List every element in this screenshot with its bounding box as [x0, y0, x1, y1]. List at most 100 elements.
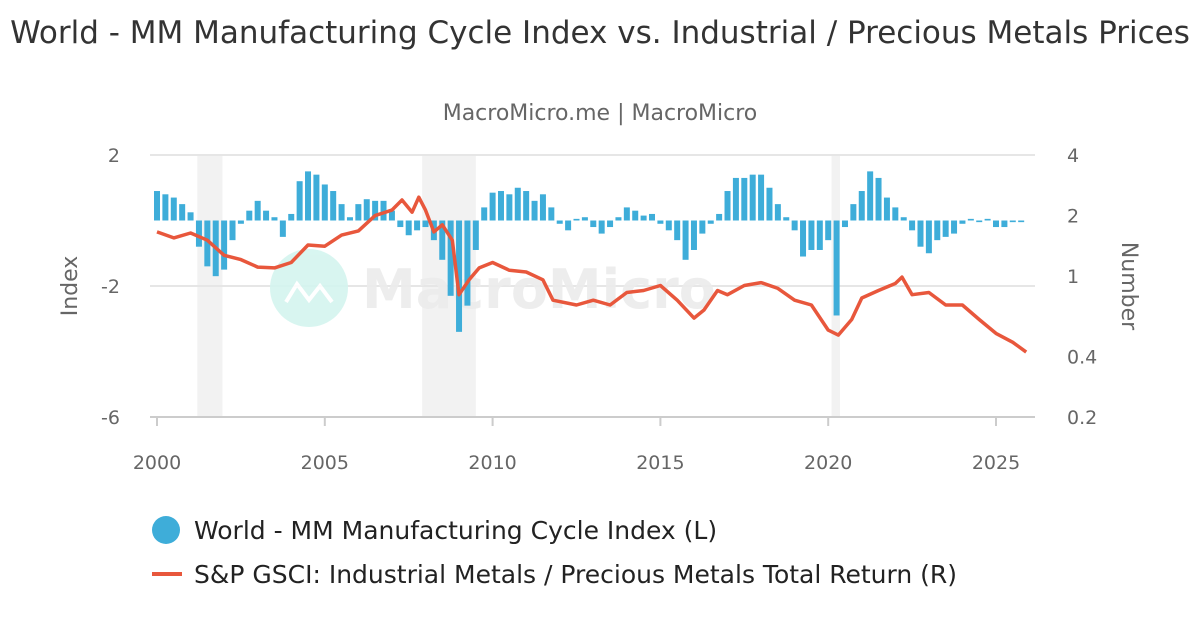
- index-bar: [976, 220, 983, 223]
- index-bar: [154, 191, 160, 221]
- legend-marker-line-icon: [152, 572, 182, 576]
- index-bar: [581, 217, 588, 221]
- index-bar: [1001, 220, 1008, 228]
- index-bar: [472, 220, 479, 250]
- index-bar: [489, 192, 496, 221]
- index-bar: [556, 220, 563, 224]
- index-bar: [1018, 220, 1025, 223]
- index-bar: [346, 217, 353, 221]
- index-bar: [741, 177, 748, 221]
- index-bar: [707, 220, 714, 224]
- legend-marker-circle-icon: [152, 516, 180, 544]
- index-bar: [330, 191, 337, 221]
- index-bar: [464, 220, 471, 306]
- index-bar: [279, 220, 286, 237]
- index-bar: [951, 220, 958, 234]
- index-bar: [942, 220, 949, 237]
- index-bar: [607, 220, 614, 228]
- index-bar: [531, 200, 538, 221]
- index-bar: [263, 210, 270, 221]
- index-bar: [590, 220, 597, 228]
- index-bar: [271, 217, 278, 221]
- x-tick-label: 2025: [972, 452, 1020, 474]
- index-bar: [321, 184, 328, 221]
- index-bar: [305, 171, 312, 221]
- index-bar: [825, 220, 832, 241]
- y-right-tick-label: 1: [1067, 266, 1079, 288]
- index-bar: [313, 174, 320, 221]
- index-bar: [841, 220, 848, 228]
- index-bar: [934, 220, 941, 241]
- index-bar: [506, 194, 513, 221]
- legend-item-index[interactable]: World - MM Manufacturing Cycle Index (L): [152, 508, 957, 552]
- index-bar: [816, 220, 823, 250]
- index-bar: [447, 220, 454, 296]
- index-bar: [254, 200, 261, 221]
- watermark-logo-icon: [270, 249, 348, 327]
- index-bar: [514, 187, 521, 221]
- index-bar: [388, 210, 395, 221]
- index-bar: [632, 210, 639, 221]
- index-bar: [665, 220, 672, 231]
- index-bar: [900, 217, 907, 221]
- index-bar: [1009, 220, 1016, 223]
- watermark: MacroMicro: [270, 249, 716, 327]
- index-bar: [909, 220, 916, 231]
- index-bar: [221, 220, 228, 270]
- index-bar: [187, 212, 194, 221]
- index-bar: [917, 220, 924, 247]
- y-left-tick-label: -2: [101, 276, 120, 298]
- index-bar: [573, 218, 580, 221]
- index-bar: [749, 174, 756, 221]
- index-bar: [833, 220, 840, 316]
- index-bar: [883, 197, 890, 221]
- index-bar: [539, 194, 546, 221]
- y-right-tick-label: 4: [1067, 145, 1079, 167]
- index-bar: [162, 194, 169, 221]
- index-bar: [716, 213, 723, 221]
- y-left-label: Index: [58, 256, 83, 317]
- index-bar: [229, 220, 236, 241]
- index-bar: [690, 220, 697, 250]
- index-bar: [875, 177, 882, 221]
- index-bar: [481, 207, 488, 221]
- index-bar: [892, 207, 899, 221]
- y-right-tick-label: 0.2: [1067, 407, 1097, 429]
- index-bar: [640, 215, 647, 221]
- legend-label: S&P GSCI: Industrial Metals / Precious M…: [194, 559, 958, 589]
- index-bar: [858, 191, 865, 221]
- index-bar: [237, 220, 244, 224]
- index-bar: [925, 220, 932, 254]
- index-bar: [414, 220, 421, 231]
- index-bar: [204, 220, 211, 267]
- index-bar: [195, 220, 202, 247]
- index-bar: [422, 220, 429, 228]
- index-bar: [372, 200, 379, 221]
- index-bar: [967, 218, 974, 221]
- index-bar: [674, 220, 681, 241]
- index-bar: [800, 220, 807, 257]
- x-tick-label: 2015: [636, 452, 684, 474]
- chart-title: World - MM Manufacturing Cycle Index vs.…: [10, 15, 1190, 51]
- x-tick-label: 2010: [468, 452, 516, 474]
- legend-item-ratio[interactable]: S&P GSCI: Industrial Metals / Precious M…: [152, 552, 957, 596]
- index-bar: [783, 217, 790, 221]
- index-bar: [993, 220, 999, 228]
- watermark-logo-mark: [284, 280, 334, 304]
- watermark-text: MacroMicro: [362, 258, 716, 321]
- y-right-tick-label: 0.4: [1067, 346, 1097, 368]
- index-bar: [397, 220, 404, 228]
- index-bar: [657, 220, 664, 224]
- index-bar: [732, 177, 739, 221]
- index-bar: [179, 204, 186, 221]
- index-bar: [850, 204, 857, 221]
- index-bar: [439, 220, 446, 260]
- index-bar: [959, 220, 966, 224]
- y-right-label: Number: [1116, 242, 1141, 331]
- y-right-tick-label: 2: [1067, 206, 1079, 228]
- index-bar: [405, 220, 412, 236]
- index-bar: [523, 191, 530, 221]
- index-bar: [246, 210, 253, 221]
- index-bar: [615, 217, 622, 221]
